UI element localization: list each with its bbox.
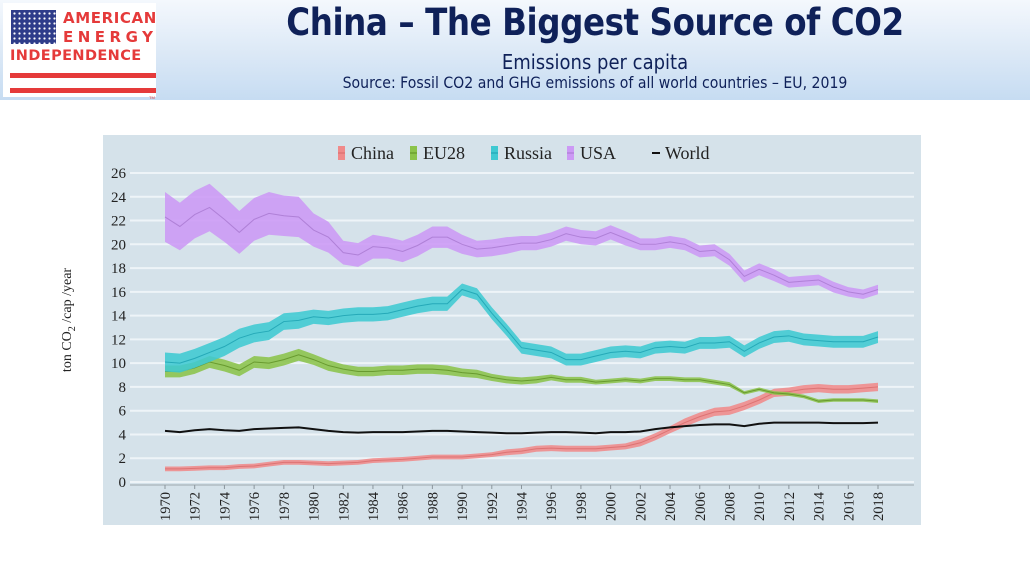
logo-stripe <box>10 88 156 93</box>
y-tick-label: 20 <box>111 237 126 253</box>
x-tick-label: 1980 <box>307 492 323 521</box>
line-russia <box>164 288 879 364</box>
x-tick-label: 1982 <box>336 492 352 521</box>
band-usa <box>165 183 878 299</box>
y-tick-label: 16 <box>111 285 127 301</box>
logo-stripe <box>10 73 156 78</box>
x-tick-label: 2016 <box>841 492 857 521</box>
y-tick-label: 6 <box>119 404 127 420</box>
y-tick-label: 12 <box>111 332 126 348</box>
x-tick-label: 2014 <box>812 491 828 521</box>
x-tick-label: 2012 <box>782 492 798 521</box>
logo-text-line1: AMERICAN <box>63 9 157 27</box>
legend-label-eu28: EU28 <box>423 143 465 163</box>
x-tick-label: 2008 <box>722 492 738 521</box>
x-tick-label: 1988 <box>425 492 441 521</box>
y-tick-label: 10 <box>111 356 126 372</box>
x-tick-label: 1984 <box>366 491 382 521</box>
legend-label-usa: USA <box>580 143 616 163</box>
line-china <box>165 386 879 470</box>
line-eu28 <box>165 354 879 402</box>
x-tick-label: 2006 <box>693 492 709 521</box>
x-tick-label: 1996 <box>544 492 560 521</box>
y-tick-label: 22 <box>111 214 126 230</box>
line-usa <box>164 206 879 295</box>
logo-text-line3: INDEPENDENCE <box>10 48 142 64</box>
x-tick-label: 1974 <box>217 491 233 521</box>
x-axis: 1970 1972 1974 1976 1978 1980 1982 1984 1986 1988… <box>130 484 914 521</box>
y-tick-label: 26 <box>111 166 127 182</box>
x-tick-label: 1986 <box>396 492 412 521</box>
y-tick-label: 0 <box>119 475 127 491</box>
x-tick-label: 1970 <box>158 492 174 521</box>
legend-label-china: China <box>351 143 394 163</box>
y-tick-label: 8 <box>119 380 127 396</box>
y-tick-label: 4 <box>119 427 127 443</box>
x-tick-label: 2004 <box>663 491 679 521</box>
band-china <box>165 382 878 472</box>
x-tick-label: 1992 <box>485 492 501 521</box>
legend-label-russia: Russia <box>504 143 552 163</box>
logo: AMERICAN ENERGY INDEPENDENCE TM <box>3 3 158 100</box>
x-tick-label: 1976 <box>247 492 263 521</box>
y-axis-title: ton CO2 /cap /year <box>60 268 78 372</box>
source-note: Source: Fossil CO2 and GHG emissions of … <box>342 73 848 92</box>
x-tick-label: 1972 <box>188 492 204 521</box>
us-flag-icon <box>11 10 56 44</box>
trademark-mark: TM <box>149 95 155 100</box>
logo-text-line2: ENERGY <box>63 28 158 46</box>
legend-label-world: World <box>665 143 710 163</box>
header-banner: AMERICAN ENERGY INDEPENDENCE TM China – … <box>0 0 1030 100</box>
y-tick-label: 2 <box>119 451 127 467</box>
series-lines <box>164 421 879 435</box>
page-title: China – The Biggest Source of CO2 <box>286 1 904 44</box>
line-world <box>164 421 879 435</box>
x-tick-label: 1994 <box>515 491 531 521</box>
legend: China EU28 Russia USA World <box>338 143 710 163</box>
x-tick-label: 2018 <box>871 492 887 521</box>
y-tick-label: 24 <box>111 190 127 206</box>
page-subtitle: Emissions per capita <box>501 50 689 74</box>
x-tick-label: 2010 <box>752 492 768 521</box>
y-tick-label: 18 <box>111 261 126 277</box>
x-tick-label: 1998 <box>574 492 590 521</box>
x-tick-label: 1978 <box>277 492 293 521</box>
x-tick-label: 2000 <box>604 492 620 521</box>
y-tick-label: 14 <box>111 309 127 325</box>
x-tick-label: 2002 <box>633 492 649 521</box>
x-tick-label: 1990 <box>455 492 471 521</box>
series-bands <box>164 183 879 472</box>
